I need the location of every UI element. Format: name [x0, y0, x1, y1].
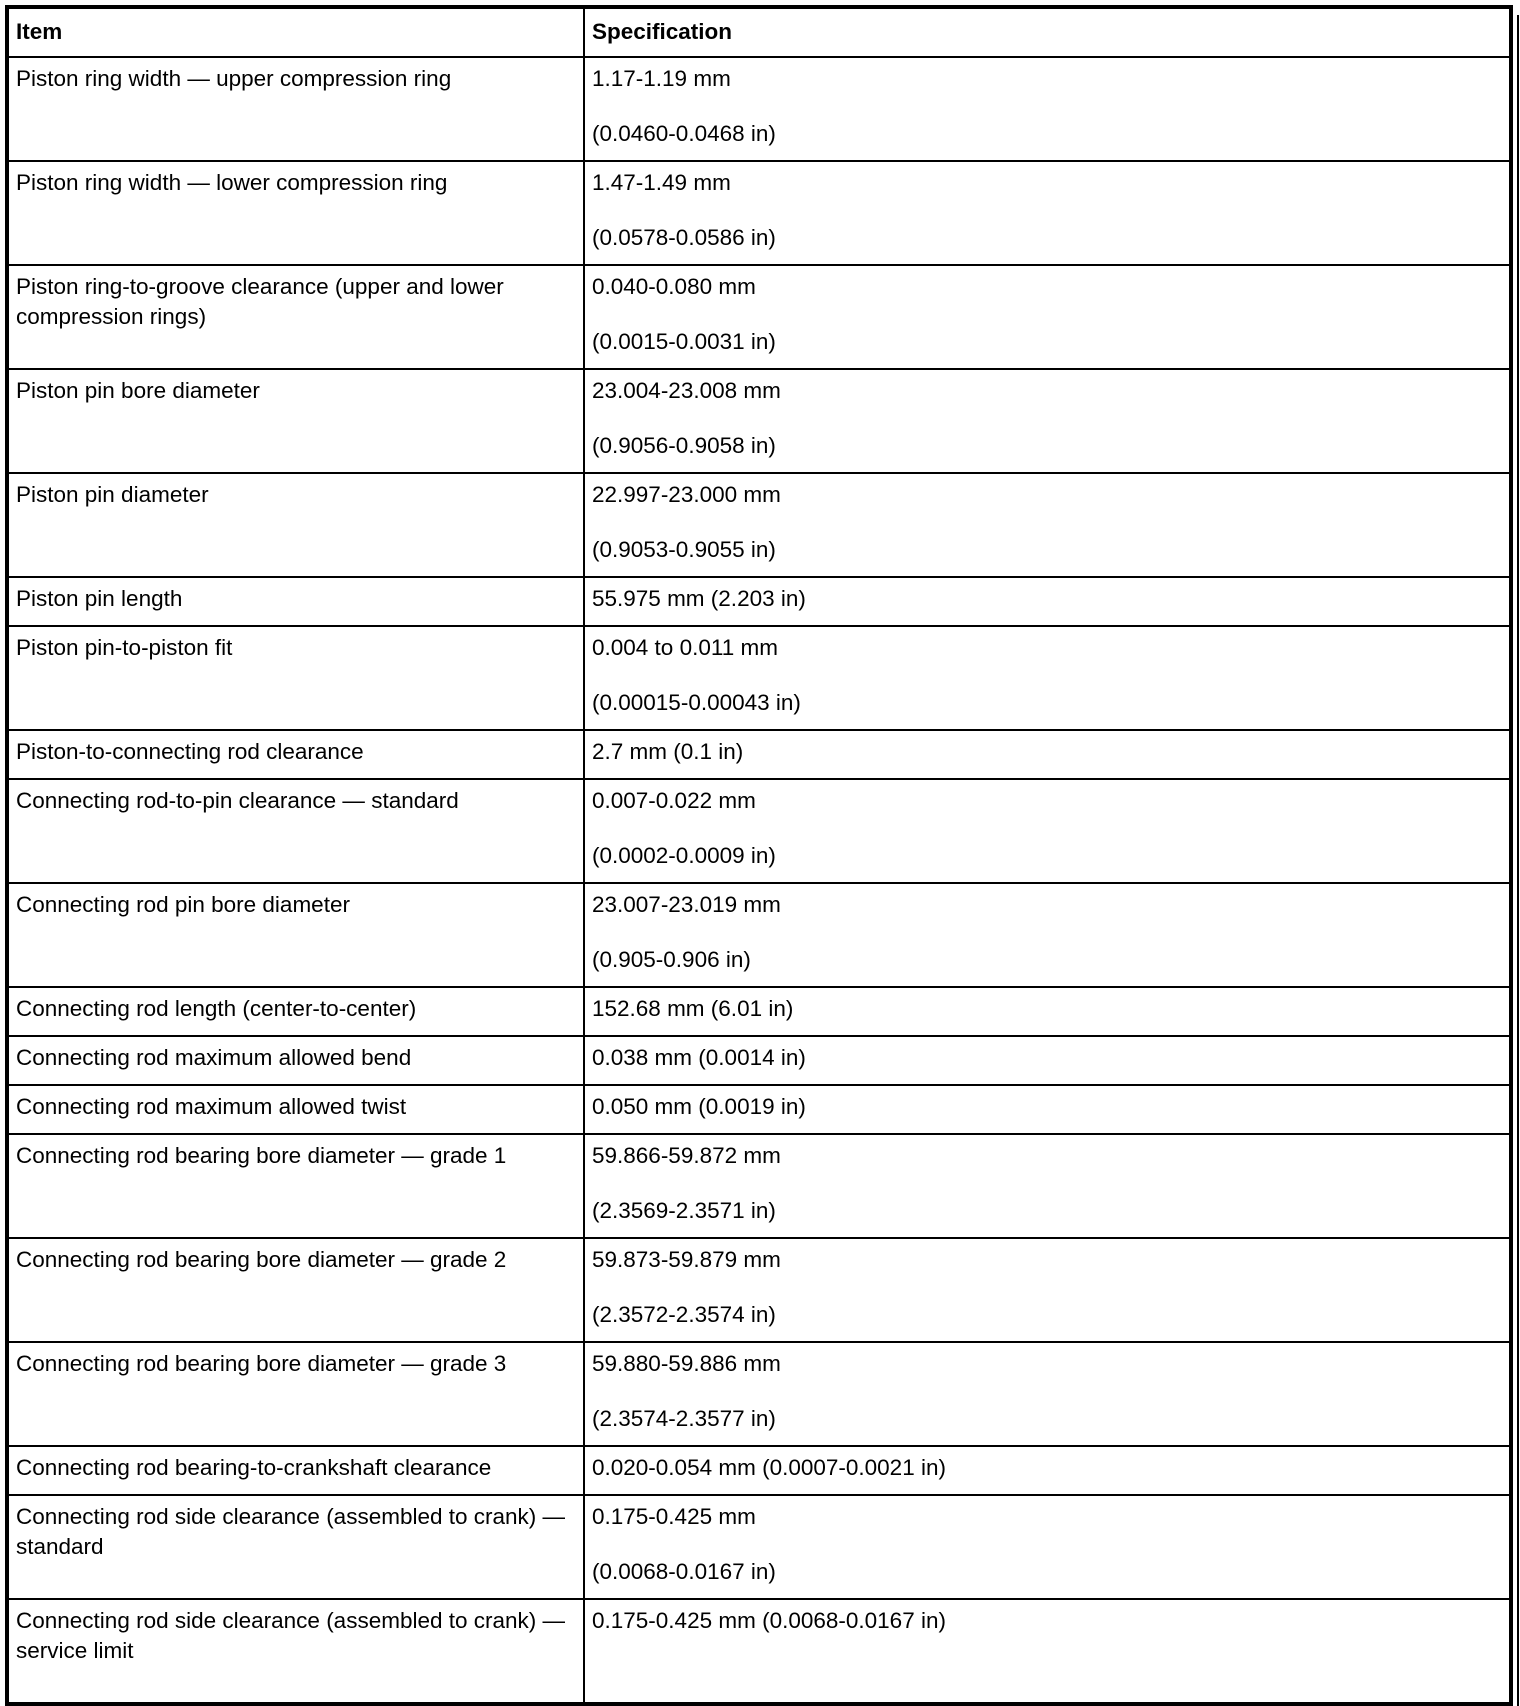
spec-cell: 23.004-23.008 mm (0.9056-0.9058 in)	[583, 368, 1509, 474]
header-specification: Specification	[583, 9, 1509, 58]
spec-metric: 59.866-59.872 mm	[592, 1143, 781, 1168]
item-cell: Connecting rod bearing bore diameter — g…	[9, 1237, 585, 1343]
item-cell: Connecting rod side clearance (assembled…	[9, 1494, 585, 1600]
item-cell: Connecting rod length (center-to-center)	[9, 986, 585, 1037]
table-row: Piston pin length 55.975 mm (2.203 in)	[9, 576, 1509, 627]
spec-table-frame: Item Specification Piston ring width — u…	[5, 5, 1513, 1706]
spec-cell: 0.007-0.022 mm (0.0002-0.0009 in)	[583, 778, 1509, 884]
item-cell: Connecting rod bearing-to-crankshaft cle…	[9, 1445, 585, 1496]
item-cell: Piston ring width — upper compression ri…	[9, 56, 585, 162]
table-row: Connecting rod pin bore diameter 23.007-2…	[9, 882, 1509, 988]
spec-cell: 0.040-0.080 mm (0.0015-0.0031 in)	[583, 264, 1509, 370]
spec-cell: 1.47-1.49 mm (0.0578-0.0586 in)	[583, 160, 1509, 266]
spec-imperial: (0.9056-0.9058 in)	[592, 433, 776, 458]
spec-metric: 0.040-0.080 mm	[592, 274, 756, 299]
spec-imperial: (0.0068-0.0167 in)	[592, 1559, 776, 1584]
spec-cell: 59.873-59.879 mm (2.3572-2.3574 in)	[583, 1237, 1509, 1343]
table-row: Connecting rod bearing-to-crankshaft cle…	[9, 1445, 1509, 1496]
item-cell: Connecting rod bearing bore diameter — g…	[9, 1341, 585, 1447]
spec-cell: 0.004 to 0.011 mm (0.00015-0.00043 in)	[583, 625, 1509, 731]
spec-metric: 0.050 mm (0.0019 in)	[592, 1094, 806, 1119]
spec-imperial: (0.00015-0.00043 in)	[592, 690, 801, 715]
item-cell: Piston-to-connecting rod clearance	[9, 729, 585, 780]
spec-cell: 59.866-59.872 mm (2.3569-2.3571 in)	[583, 1133, 1509, 1239]
spec-cell: 0.050 mm (0.0019 in)	[583, 1084, 1509, 1135]
item-cell: Connecting rod-to-pin clearance — standa…	[9, 778, 585, 884]
spec-metric: 0.175-0.425 mm (0.0068-0.0167 in)	[592, 1608, 946, 1633]
spec-imperial: (2.3569-2.3571 in)	[592, 1198, 776, 1223]
spec-metric: 0.038 mm (0.0014 in)	[592, 1045, 806, 1070]
table-row: Connecting rod-to-pin clearance — standa…	[9, 778, 1509, 884]
table-row: Connecting rod bearing bore diameter — g…	[9, 1341, 1509, 1447]
spec-imperial: (0.0578-0.0586 in)	[592, 225, 776, 250]
spec-imperial: (2.3574-2.3577 in)	[592, 1406, 776, 1431]
table-row: Piston pin diameter 22.997-23.000 mm (0.90…	[9, 472, 1509, 578]
spec-cell: 23.007-23.019 mm (0.905-0.906 in)	[583, 882, 1509, 988]
item-cell: Connecting rod pin bore diameter	[9, 882, 585, 988]
spec-cell: 2.7 mm (0.1 in)	[583, 729, 1509, 780]
spec-cell: 0.020-0.054 mm (0.0007-0.0021 in)	[583, 1445, 1509, 1496]
item-cell: Piston pin bore diameter	[9, 368, 585, 474]
table-row: Piston pin-to-piston fit 0.004 to 0.011 m…	[9, 625, 1509, 731]
spec-cell: 59.880-59.886 mm (2.3574-2.3577 in)	[583, 1341, 1509, 1447]
table-row: Piston pin bore diameter 23.004-23.008 mm…	[9, 368, 1509, 474]
table-row: Piston ring width — upper compression ri…	[9, 56, 1509, 162]
spec-metric: 23.007-23.019 mm	[592, 892, 781, 917]
spec-imperial: (2.3572-2.3574 in)	[592, 1302, 776, 1327]
spec-metric: 59.880-59.886 mm	[592, 1351, 781, 1376]
spec-cell: 55.975 mm (2.203 in)	[583, 576, 1509, 627]
item-cell: Connecting rod maximum allowed bend	[9, 1035, 585, 1086]
spec-imperial: (0.0015-0.0031 in)	[592, 329, 776, 354]
spec-metric: 23.004-23.008 mm	[592, 378, 781, 403]
spec-cell: 0.175-0.425 mm (0.0068-0.0167 in)	[583, 1494, 1509, 1600]
spec-imperial: (0.9053-0.9055 in)	[592, 537, 776, 562]
spec-metric: 0.020-0.054 mm (0.0007-0.0021 in)	[592, 1455, 946, 1480]
spec-table: Item Specification Piston ring width — u…	[9, 9, 1509, 1702]
spec-cell: 22.997-23.000 mm (0.9053-0.9055 in)	[583, 472, 1509, 578]
spec-metric: 152.68 mm (6.01 in)	[592, 996, 794, 1021]
spec-metric: 59.873-59.879 mm	[592, 1247, 781, 1272]
item-cell: Connecting rod maximum allowed twist	[9, 1084, 585, 1135]
spec-metric: 1.47-1.49 mm	[592, 170, 731, 195]
header-item: Item	[9, 9, 585, 58]
table-row: Connecting rod maximum allowed twist 0.05…	[9, 1084, 1509, 1135]
item-cell: Connecting rod bearing bore diameter — g…	[9, 1133, 585, 1239]
spec-cell: 0.038 mm (0.0014 in)	[583, 1035, 1509, 1086]
spec-imperial: (0.905-0.906 in)	[592, 947, 751, 972]
item-cell: Piston pin-to-piston fit	[9, 625, 585, 731]
table-row: Connecting rod bearing bore diameter — g…	[9, 1133, 1509, 1239]
header-row: Item Specification	[9, 9, 1509, 58]
spec-metric: 0.175-0.425 mm	[592, 1504, 756, 1529]
table-row: Piston ring width — lower compression ri…	[9, 160, 1509, 266]
table-row: Connecting rod length (center-to-center)…	[9, 986, 1509, 1037]
table-row: Connecting rod side clearance (assembled…	[9, 1598, 1509, 1702]
table-row: Piston-to-connecting rod clearance 2.7 mm…	[9, 729, 1509, 780]
table-row: Connecting rod side clearance (assembled…	[9, 1494, 1509, 1600]
table-row: Connecting rod maximum allowed bend 0.038…	[9, 1035, 1509, 1086]
spec-cell: 0.175-0.425 mm (0.0068-0.0167 in)	[583, 1598, 1509, 1702]
spec-cell: 1.17-1.19 mm (0.0460-0.0468 in)	[583, 56, 1509, 162]
spec-metric: 2.7 mm (0.1 in)	[592, 739, 744, 764]
item-cell: Piston pin diameter	[9, 472, 585, 578]
spec-metric: 22.997-23.000 mm	[592, 482, 781, 507]
table-body: Piston ring width — upper compression ri…	[9, 56, 1509, 1702]
spec-metric: 1.17-1.19 mm	[592, 66, 731, 91]
item-cell: Piston ring width — lower compression ri…	[9, 160, 585, 266]
item-cell: Piston pin length	[9, 576, 585, 627]
spec-metric: 0.004 to 0.011 mm	[592, 635, 778, 660]
spec-cell: 152.68 mm (6.01 in)	[583, 986, 1509, 1037]
spec-metric: 0.007-0.022 mm	[592, 788, 756, 813]
spec-imperial: (0.0460-0.0468 in)	[592, 121, 776, 146]
item-cell: Connecting rod side clearance (assembled…	[9, 1598, 585, 1702]
spec-metric: 55.975 mm (2.203 in)	[592, 586, 806, 611]
table-row: Connecting rod bearing bore diameter — g…	[9, 1237, 1509, 1343]
table-row: Piston ring-to-groove clearance (upper a…	[9, 264, 1509, 370]
item-cell: Piston ring-to-groove clearance (upper a…	[9, 264, 585, 370]
spec-imperial: (0.0002-0.0009 in)	[592, 843, 776, 868]
